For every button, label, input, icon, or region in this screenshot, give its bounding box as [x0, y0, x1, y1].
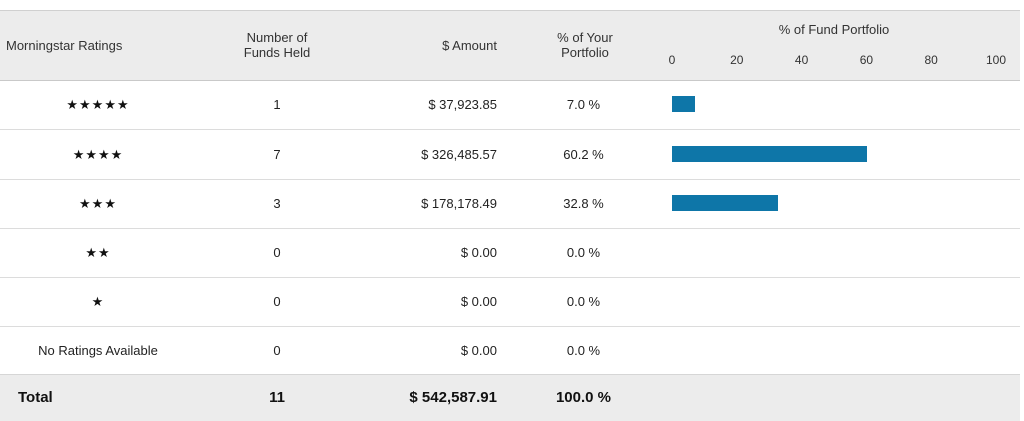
percent-cell: 0.0 %: [566, 294, 601, 309]
portfolio-bar: [672, 146, 868, 162]
bar-track: [672, 179, 996, 228]
amount-cell: $ 0.00: [460, 245, 497, 260]
rating-stars: ★★★★★: [66, 97, 130, 112]
funds-held-cell: 0: [273, 343, 281, 358]
amount-column-header: $ Amount: [442, 38, 497, 53]
axis-tick: 60: [859, 53, 874, 67]
funds-held-column-header: Number of Funds Held: [222, 30, 332, 60]
portfolio-bar: [672, 96, 695, 112]
funds-held-cell: 0: [273, 294, 281, 309]
funds-held-cell: 7: [273, 147, 281, 162]
amount-cell: $ 326,485.57: [421, 147, 497, 162]
axis-tick: 0: [668, 53, 676, 67]
total-amount: $ 542,587.91: [409, 389, 497, 406]
table-row: ★★★★ 7 $ 326,485.57 60.2 %: [0, 130, 1020, 180]
table-row: ★ 0 $ 0.00 0.0 %: [0, 277, 1020, 327]
total-funds-held: 11: [269, 389, 285, 406]
table-row: ★★★ 3 $ 178,178.49 32.8 %: [0, 179, 1020, 229]
amount-cell: $ 0.00: [460, 343, 497, 358]
total-percent: 100.0 %: [555, 389, 612, 406]
bar-track: [672, 80, 996, 129]
percent-portfolio-column-header: % of Your Portfolio: [540, 30, 630, 60]
funds-header-line-2: Funds Held: [243, 45, 311, 60]
pct-header-line-2: Portfolio: [561, 45, 609, 60]
table-header: Morningstar Ratings Number of Funds Held…: [0, 10, 1020, 81]
rating-stars: ★★★: [79, 196, 117, 211]
axis-tick: 100: [985, 53, 1007, 67]
amount-cell: $ 178,178.49: [421, 196, 497, 211]
no-ratings-label: No Ratings Available: [38, 343, 158, 358]
funds-held-cell: 0: [273, 245, 281, 260]
bar-track: [672, 326, 996, 375]
table-row: No Ratings Available 0 $ 0.00 0.0 %: [0, 326, 1020, 375]
pct-header-line-1: % of Your: [557, 30, 613, 45]
total-label: Total: [18, 389, 53, 406]
bar-track: [672, 277, 996, 326]
bar-track: [672, 130, 996, 179]
percent-cell: 60.2 %: [563, 147, 604, 162]
funds-held-cell: 1: [273, 97, 281, 112]
amount-cell: $ 37,923.85: [428, 97, 497, 112]
rating-column-header: Morningstar Ratings: [6, 38, 123, 53]
percent-cell: 32.8 %: [563, 196, 604, 211]
percent-cell: 7.0 %: [566, 97, 601, 112]
axis-tick: 20: [730, 53, 744, 67]
table-row: ★★ 0 $ 0.00 0.0 %: [0, 228, 1020, 278]
fund-portfolio-axis: 0 20 40 60 80 100: [668, 53, 1006, 69]
portfolio-bar: [672, 195, 779, 211]
percent-cell: 0.0 %: [566, 343, 601, 358]
table-row: ★★★★★ 1 $ 37,923.85 7.0 %: [0, 80, 1020, 130]
rating-stars: ★★: [85, 245, 111, 260]
rating-stars: ★: [91, 294, 105, 309]
amount-cell: $ 0.00: [460, 294, 497, 309]
bar-track: [672, 228, 996, 277]
funds-header-line-1: Number of: [246, 30, 308, 45]
axis-tick: 80: [924, 53, 938, 67]
fund-portfolio-column-header: % of Fund Portfolio: [778, 22, 890, 37]
axis-tick: 40: [794, 53, 809, 67]
rating-stars: ★★★★: [72, 147, 124, 162]
percent-cell: 0.0 %: [566, 245, 601, 260]
total-row: Total 11 $ 542,587.91 100.0 %: [0, 374, 1020, 421]
funds-held-cell: 3: [273, 196, 281, 211]
